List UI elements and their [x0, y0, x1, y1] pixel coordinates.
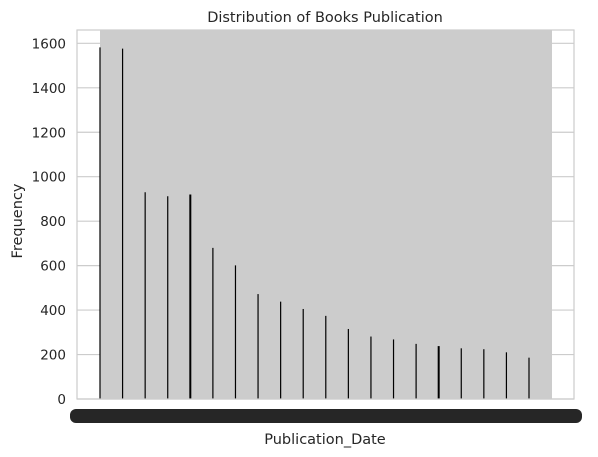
y-tick-label: 1000	[32, 170, 66, 186]
y-tick-label: 1400	[32, 81, 66, 97]
plot-frame	[76, 29, 575, 400]
y-tick-label: 0	[57, 392, 66, 408]
y-tick-label: 400	[40, 303, 66, 319]
y-axis-label: Frequency	[10, 183, 26, 258]
x-tick-label	[70, 409, 582, 423]
y-tick-label: 1600	[32, 36, 66, 52]
bars	[99, 47, 530, 399]
y-tick-label: 200	[40, 348, 66, 364]
y-tick-label: 600	[40, 259, 66, 275]
x-axis-label: Publication_Date	[264, 432, 386, 448]
x-tick-labels	[70, 409, 582, 423]
y-tick-label: 1200	[32, 125, 66, 141]
y-tick-labels: 0 200 400 600 800 1000 1200 1400 1600	[32, 36, 66, 408]
chart-title: Distribution of Books Publication	[207, 10, 443, 26]
y-tick-label: 800	[40, 214, 66, 230]
